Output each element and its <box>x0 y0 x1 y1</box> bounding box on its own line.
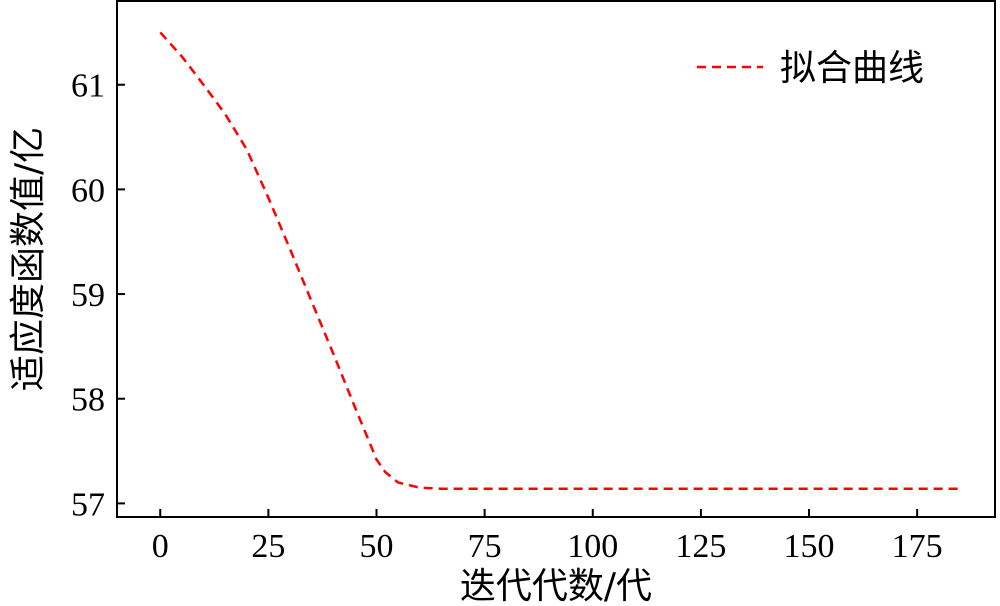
x-axis-ticks: 0 25 50 75 100 125 150 175 <box>152 509 943 565</box>
y-tick-label: 61 <box>71 68 105 105</box>
y-tick-label: 58 <box>71 382 105 419</box>
legend-label: 拟合曲线 <box>780 48 924 89</box>
series-layer <box>159 31 961 490</box>
x-axis-label: 迭代代数/代 <box>460 566 652 606</box>
x-tick-label: 75 <box>468 528 502 565</box>
series-line-0 <box>159 31 961 490</box>
legend: 拟合曲线 <box>697 48 924 89</box>
y-axis-ticks: 57 58 59 60 61 <box>71 68 125 523</box>
plot-area-frame <box>116 0 996 518</box>
y-tick-label: 60 <box>71 172 105 209</box>
x-tick-label: 0 <box>152 528 169 565</box>
x-tick-label: 50 <box>360 528 394 565</box>
x-tick-label: 175 <box>892 528 943 565</box>
y-tick-label: 57 <box>71 486 105 523</box>
x-tick-label: 150 <box>784 528 835 565</box>
x-tick-label: 125 <box>675 528 726 565</box>
y-tick-label: 59 <box>71 277 105 314</box>
x-tick-label: 100 <box>567 528 618 565</box>
y-axis-label: 适应度函数值/亿 <box>8 127 49 391</box>
x-tick-label: 25 <box>251 528 285 565</box>
